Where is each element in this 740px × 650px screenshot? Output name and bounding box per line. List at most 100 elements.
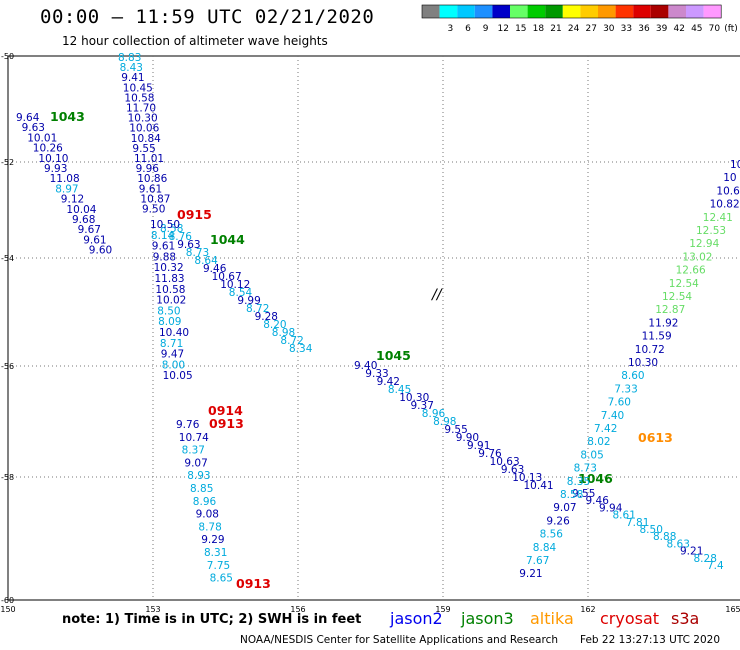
wave-height-reading: 9.94 (599, 502, 623, 514)
wave-height-reading: 10.30 (628, 357, 658, 369)
wave-height-reading: 8.88 (653, 531, 676, 543)
wave-height-reading: 11.08 (50, 173, 80, 185)
wave-height-reading: 10.05 (163, 370, 193, 382)
color-scale-unit: (ft) (724, 24, 738, 34)
satellite-altika: altika (530, 609, 574, 628)
wave-height-reading: 9.55 (572, 488, 595, 500)
wave-height-reading: 8.50 (157, 305, 180, 317)
pass-time-label: 1046 (578, 471, 613, 486)
wave-height-reading: 9.12 (61, 194, 84, 206)
lat-label: -50 (1, 52, 14, 61)
wave-height-reading: 8.72 (246, 303, 269, 315)
color-swatch-label: 27 (585, 24, 596, 34)
color-swatch (492, 5, 510, 18)
wave-height-reading: 11.83 (155, 273, 185, 285)
wave-height-reading: 9.61 (152, 241, 175, 253)
lat-label: -52 (1, 158, 14, 167)
wave-height-reading: 12.54 (662, 291, 692, 303)
color-swatch-label: 3 (448, 24, 454, 34)
color-scale-legend: 3 6 9 12 15 18 21 24 27 30 33 36 39 42 45 70 (ft) (421, 4, 738, 34)
wave-height-reading: 12.41 (703, 212, 733, 224)
wave-height-reading: 9.42 (377, 376, 400, 388)
color-swatch (457, 5, 475, 18)
wave-height-reading: 10.12 (220, 279, 250, 291)
wave-height-reading: 9.07 (184, 457, 207, 469)
color-swatch (668, 5, 686, 18)
wave-height-reading: 8.20 (263, 319, 286, 331)
color-swatch-label: 36 (638, 24, 650, 34)
track-1044: 8.588.769.638.738.649.4610.6710.128.549.… (160, 223, 313, 355)
lon-label: 165 (725, 605, 740, 614)
wave-height-reading: 10.26 (33, 143, 63, 155)
satellite-jason2: jason2 (390, 609, 443, 628)
satellite-jason3: jason3 (461, 609, 514, 628)
lon-label: 162 (580, 605, 595, 614)
wave-height-reading: 9.28 (255, 311, 278, 323)
wave-height-reading: 8.14 (151, 230, 175, 242)
color-swatch (686, 5, 704, 18)
satellite-cryosat: cryosat (600, 609, 660, 628)
wave-height-reading: 8.96 (193, 496, 217, 508)
wave-height-reading: 10.6 (716, 185, 740, 197)
wave-height-reading: 10.01 (27, 132, 57, 144)
wave-height-reading: 10.45 (123, 82, 153, 94)
wave-height-reading: 7.81 (626, 517, 649, 529)
wave-height-reading: 7.42 (594, 423, 617, 435)
wave-height-reading: 10.13 (512, 472, 542, 484)
wave-height-reading: 9.55 (132, 143, 155, 155)
wave-height-reading: 10.10 (38, 153, 68, 165)
color-swatch (703, 5, 722, 18)
wave-height-reading: 10.06 (129, 123, 159, 135)
wave-height-reading: 8.96 (422, 408, 446, 420)
pass-time-label: 0914 (208, 403, 243, 418)
wave-height-reading: 9.96 (136, 163, 160, 175)
color-swatch (439, 5, 458, 18)
lat-label: -56 (1, 362, 14, 371)
wave-height-reading: 8.73 (574, 463, 597, 475)
wave-height-reading: 10.32 (154, 262, 184, 274)
wave-height-reading: 10.87 (140, 193, 170, 205)
wave-height-reading: 10.74 (179, 432, 209, 444)
wave-height-reading: 7.75 (207, 560, 230, 572)
wave-height-reading: 10.41 (524, 480, 554, 492)
wave-height-reading: 8.73 (186, 247, 209, 259)
wave-height-reading: 9.26 (546, 515, 570, 527)
wave-height-reading: 10.58 (124, 92, 154, 104)
wave-height-reading: 8.43 (120, 62, 143, 74)
color-swatch (545, 5, 563, 18)
wave-height-reading: 10.84 (131, 133, 161, 145)
wave-height-reading: 8.64 (194, 255, 218, 267)
wave-height-reading: 10.30 (128, 113, 158, 125)
lon-label: 156 (290, 605, 305, 614)
wave-height-reading: 8.58 (560, 489, 583, 501)
wave-height-reading: 9.40 (354, 360, 377, 372)
color-swatch-label: 30 (603, 24, 615, 34)
color-swatch-label: 9 (483, 24, 489, 34)
pass-time-label: 1044 (210, 232, 245, 247)
wave-height-reading: 8.02 (587, 436, 610, 448)
lat-label: -54 (1, 254, 14, 263)
wave-height-reading: 9.67 (78, 224, 101, 236)
wave-height-reading: 9.76 (176, 419, 200, 431)
wave-height-reading: 9.46 (203, 263, 227, 275)
lon-label: 159 (435, 605, 450, 614)
wave-height-reading: 9.21 (680, 546, 703, 558)
lon-label: 150 (0, 605, 15, 614)
satellite-s3a: s3a (671, 609, 700, 628)
generated-timestamp: Feb 22 13:27:13 UTC 2020 (580, 634, 720, 646)
wave-height-reading: 12.53 (696, 225, 726, 237)
pass-time-label: 0915 (177, 207, 212, 222)
color-swatch (580, 5, 598, 18)
pass-time-label: 0913 (236, 576, 271, 591)
wave-height-reading: 11.59 (642, 331, 672, 343)
lat-label: -60 (1, 596, 14, 605)
wave-height-reading: 10.02 (156, 295, 186, 307)
color-swatch-label: 18 (533, 24, 545, 34)
color-swatch-label: 42 (673, 24, 684, 34)
wave-height-reading: 12.54 (669, 278, 699, 290)
credit-line: NOAA/NESDIS Center for Satellite Applica… (240, 634, 558, 646)
track-0913b: 0913 (236, 576, 271, 591)
wave-height-reading: 8.83 (118, 52, 141, 64)
wave-height-reading: 9.55 (444, 424, 467, 436)
wave-height-reading: 9.47 (161, 349, 184, 361)
